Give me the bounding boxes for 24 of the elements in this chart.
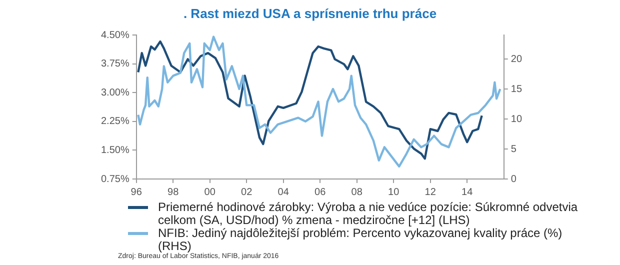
x-tick-label: 12 bbox=[424, 186, 436, 198]
y-tick-label: 2.25% bbox=[100, 116, 130, 128]
y2-tick-label: 0 bbox=[510, 174, 517, 185]
x-tick-label: 04 bbox=[278, 186, 290, 198]
y2-tick-label: 15 bbox=[510, 84, 522, 95]
y-tick-label: 4.50% bbox=[100, 30, 130, 41]
chart-title: . Rast miezd USA a sprísnenie trhu práce bbox=[182, 5, 438, 23]
y2-tick-label: 5 bbox=[510, 144, 517, 155]
legend-label: Priemerné hodinové zárobky: Výroba a nie vedúce pozície: Súkromné odvetvia celkom (SA, USD/hod) % zmena - medziročne [+12] (LHS) bbox=[158, 200, 579, 227]
y2-tick-label: 10 bbox=[510, 114, 522, 125]
legend-label: NFIB: Jediný najdôležitejší problém: Percento vykazovanej kvality práce (%) (RHS) bbox=[158, 226, 564, 253]
x-tick-label: 02 bbox=[241, 186, 253, 198]
y-tick-label: 1.50% bbox=[100, 144, 130, 156]
x-tick-label: 96 bbox=[130, 186, 142, 198]
y2-tick-label: 20 bbox=[510, 54, 522, 65]
x-tick-label: 08 bbox=[351, 186, 363, 198]
y-tick-label: 3.75% bbox=[100, 58, 130, 70]
x-tick-label: 98 bbox=[168, 186, 180, 198]
y-tick-label: 3.00% bbox=[100, 87, 130, 98]
x-tick-label: 06 bbox=[314, 186, 326, 198]
y-tick-label: 0.75% bbox=[100, 174, 130, 185]
x-tick-label: 00 bbox=[204, 186, 216, 198]
x-tick-label: 14 bbox=[462, 186, 474, 198]
x-tick-label: 10 bbox=[388, 186, 400, 198]
